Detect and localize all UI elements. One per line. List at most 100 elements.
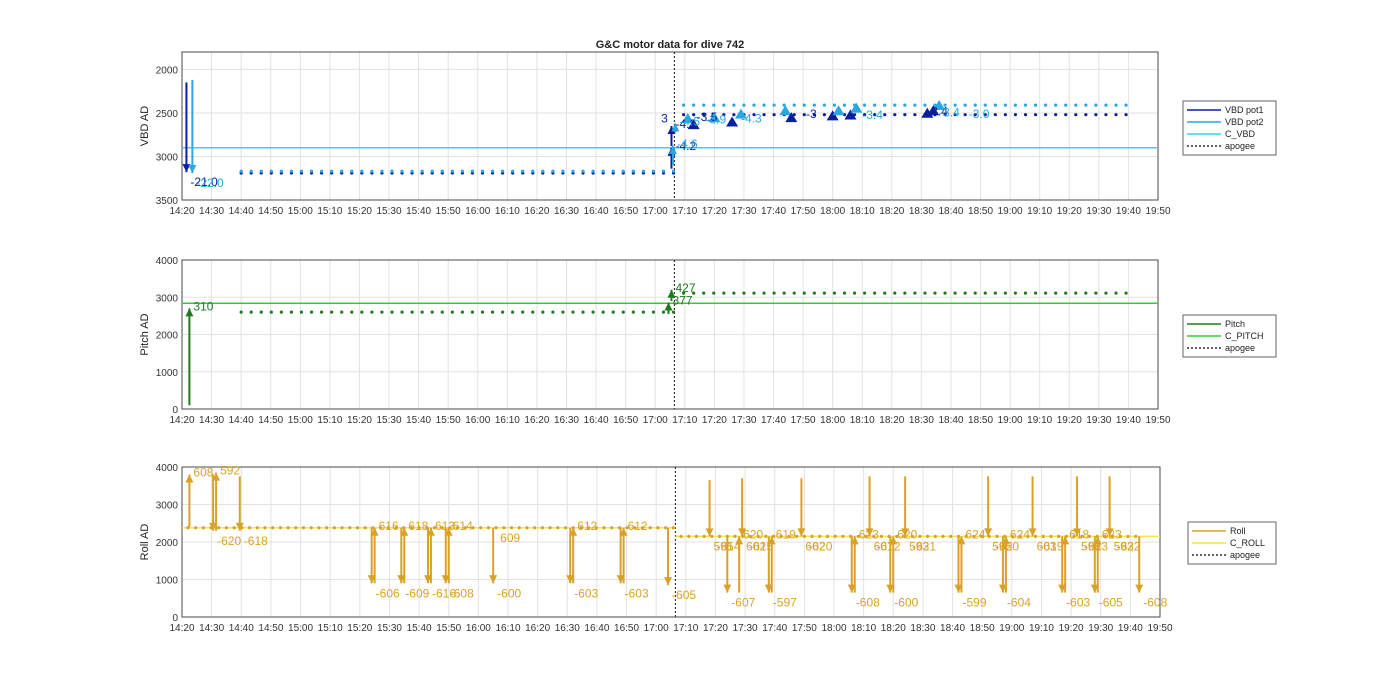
- data-point: [792, 113, 796, 117]
- move-label: -21.0: [190, 175, 218, 189]
- x-tick-label: 17:40: [762, 623, 787, 634]
- x-tick-label: 17:10: [672, 415, 697, 426]
- data-point: [1104, 291, 1108, 295]
- data-point: [993, 113, 997, 117]
- move-label: -600: [894, 596, 918, 610]
- x-tick-label: 18:30: [909, 415, 934, 426]
- data-point: [953, 291, 957, 295]
- triangle-marker: [708, 112, 721, 123]
- y-axis-label: Roll AD: [139, 524, 151, 561]
- data-point: [386, 526, 390, 530]
- data-point: [1054, 113, 1058, 117]
- data-point: [756, 534, 760, 538]
- y-tick-label: 2500: [156, 109, 179, 120]
- data-point: [450, 169, 454, 173]
- data-point: [748, 534, 753, 538]
- data-point: [259, 310, 263, 314]
- x-tick-label: 16:50: [613, 206, 638, 217]
- data-point: [953, 103, 957, 107]
- data-point: [833, 534, 837, 538]
- point-label: -3.4: [862, 108, 883, 122]
- data-point: [651, 310, 656, 314]
- move-label: 616: [379, 519, 399, 533]
- data-point: [792, 103, 796, 107]
- data-point: [521, 310, 525, 314]
- data-point: [325, 526, 329, 530]
- data-point: [732, 103, 736, 107]
- legend-label: Roll: [1230, 526, 1246, 536]
- data-point: [973, 103, 977, 107]
- x-tick-label: 16:20: [525, 623, 550, 634]
- data-point: [540, 526, 544, 530]
- vbd-panel: 14:20 14:30 14:40 14:50 15:00 15:10 15:20 15:30…: [139, 51, 1277, 217]
- x-tick-label: 15:40: [406, 415, 431, 426]
- data-point: [1118, 534, 1122, 538]
- data-point: [571, 169, 575, 173]
- data-point: [973, 113, 977, 117]
- data-point: [918, 534, 922, 538]
- triangle-marker: [687, 119, 700, 130]
- data-point: [1003, 103, 1007, 107]
- data-point: [360, 310, 364, 314]
- arrow-head: [489, 575, 498, 584]
- data-point: [340, 310, 344, 314]
- data-point: [883, 291, 887, 295]
- arrow-head: [367, 575, 376, 584]
- data-point: [671, 310, 676, 314]
- data-point: [1018, 534, 1022, 538]
- point-label: -3.4: [939, 105, 960, 119]
- x-tick-label: 16:10: [495, 623, 520, 634]
- x-tick-label: 19:40: [1116, 206, 1141, 217]
- data-point: [1026, 534, 1030, 538]
- data-point: [541, 310, 545, 314]
- x-tick-label: 17:10: [672, 206, 697, 217]
- x-tick-label: 15:20: [347, 623, 372, 634]
- data-point: [671, 169, 676, 173]
- data-point: [430, 169, 434, 173]
- data-point: [633, 526, 637, 530]
- data-point: [309, 310, 314, 314]
- data-point: [490, 310, 495, 314]
- y-tick-label: 3000: [156, 501, 179, 512]
- arrow-head: [185, 308, 194, 317]
- move-label: -606: [376, 586, 400, 600]
- data-point: [812, 291, 816, 295]
- data-point: [378, 526, 383, 530]
- data-point: [973, 291, 977, 295]
- data-point: [762, 291, 766, 295]
- triangle-marker: [832, 105, 845, 116]
- arrow-head: [1061, 536, 1070, 545]
- x-tick-label: 17:20: [702, 415, 727, 426]
- move-label: -608: [856, 596, 880, 610]
- x-tick-label: 19:30: [1088, 623, 1113, 634]
- data-point: [752, 291, 756, 295]
- data-point: [782, 291, 786, 295]
- legend-label: apogee: [1225, 343, 1255, 353]
- data-point: [822, 113, 826, 117]
- point-label: 3: [661, 112, 668, 126]
- y-tick-label: 2000: [156, 538, 179, 549]
- data-point: [903, 113, 907, 117]
- x-tick-label: 15:10: [318, 623, 343, 634]
- legend-label: C_VBD: [1225, 129, 1256, 139]
- move-label: 612: [577, 519, 597, 533]
- data-point: [995, 534, 999, 538]
- x-tick-label: 17:30: [731, 206, 756, 217]
- x-tick-label: 17:40: [761, 415, 786, 426]
- arrow-head: [1105, 528, 1114, 537]
- data-point: [501, 310, 505, 314]
- arrow-head: [865, 528, 874, 537]
- data-point: [864, 534, 868, 538]
- move-label: 427: [675, 281, 695, 295]
- legend-label: Pitch: [1225, 319, 1245, 329]
- data-point: [1124, 103, 1128, 107]
- move-label: 623: [1102, 527, 1122, 541]
- data-point: [1114, 113, 1118, 117]
- data-point: [1044, 113, 1048, 117]
- data-point: [224, 526, 229, 530]
- data-point: [1003, 113, 1007, 117]
- x-tick-label: 17:50: [791, 415, 816, 426]
- data-point: [1023, 113, 1028, 117]
- x-tick-label: 16:10: [495, 206, 520, 217]
- triangle-marker: [726, 116, 739, 127]
